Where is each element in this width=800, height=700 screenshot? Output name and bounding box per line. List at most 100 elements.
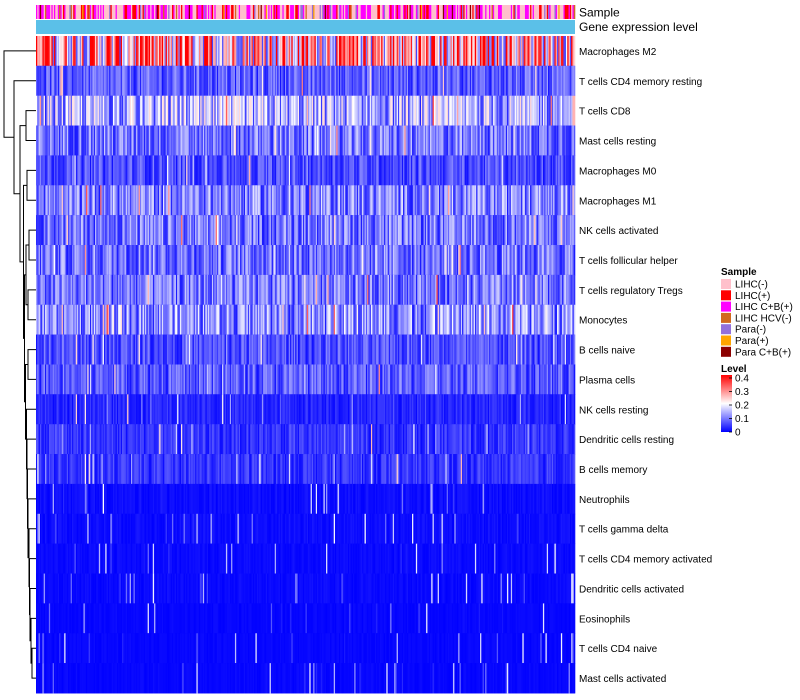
- heatmap-cell: [373, 155, 376, 186]
- heatmap-cell: [454, 155, 456, 186]
- heatmap-cell: [288, 274, 291, 306]
- heatmap-cell: [344, 304, 346, 336]
- heatmap-cell: [182, 274, 184, 306]
- heatmap-cell: [243, 65, 246, 97]
- heatmap-cell: [183, 155, 186, 186]
- heatmap-cell: [202, 155, 205, 186]
- sample-annotation-cell: [200, 5, 202, 19]
- heatmap-cell: [204, 185, 206, 216]
- heatmap-cell: [69, 155, 71, 186]
- heatmap-cell: [195, 65, 197, 97]
- sample-annotation-cell: [572, 5, 575, 19]
- sample-annotation-cell: [130, 5, 133, 19]
- heatmap-cell: [73, 155, 75, 186]
- heatmap-cell: [286, 95, 288, 126]
- heatmap-cell: [245, 155, 247, 186]
- heatmap-row: [36, 274, 576, 306]
- heatmap-cell: [514, 155, 517, 186]
- heatmap-cell: [136, 125, 138, 156]
- heatmap-cell: [514, 65, 517, 97]
- heatmap-cell: [468, 36, 471, 67]
- heatmap-cell: [369, 215, 372, 246]
- heatmap-cell: [344, 125, 346, 156]
- heatmap-cell: [338, 274, 341, 306]
- heatmap-cell: [323, 95, 326, 126]
- heatmap-cell: [346, 334, 349, 365]
- sample-annotation-cell: [160, 5, 163, 19]
- heatmap-cell: [282, 334, 284, 365]
- heatmap-cell: [347, 125, 350, 156]
- heatmap-cell: [206, 215, 209, 246]
- heatmap-cell: [86, 95, 88, 126]
- heatmap-cell: [453, 65, 455, 97]
- heatmap-cell: [423, 304, 426, 336]
- heatmap-cell: [514, 185, 517, 216]
- sample-annotation-cell: [247, 5, 250, 19]
- sample-annotation-cell: [151, 5, 154, 19]
- heatmap-cell: [336, 215, 338, 246]
- heatmap-cell: [302, 245, 305, 276]
- heatmap-cell: [409, 215, 412, 246]
- heatmap-cell: [356, 304, 359, 336]
- heatmap-cell: [77, 274, 79, 306]
- sample-annotation-cell: [486, 5, 489, 19]
- heatmap-cell: [186, 185, 188, 216]
- heatmap-cell: [172, 274, 174, 306]
- heatmap-cell: [205, 245, 207, 276]
- heatmap-cell: [370, 155, 373, 186]
- heatmap-cell: [69, 215, 71, 246]
- heatmap-cell: [473, 65, 476, 97]
- heatmap-cell: [121, 65, 124, 97]
- heatmap-cell: [65, 36, 68, 67]
- heatmap-cell: [383, 274, 386, 306]
- heatmap-cell: [328, 185, 331, 216]
- heatmap-cell: [123, 274, 125, 306]
- heatmap-cell: [172, 215, 174, 246]
- heatmap-cell: [510, 304, 513, 336]
- heatmap-cell: [172, 155, 174, 186]
- sample-annotation-cell: [195, 5, 197, 19]
- heatmap-cell: [264, 95, 267, 126]
- heatmap-cell: [350, 304, 352, 336]
- heatmap-cell: [68, 245, 70, 276]
- heatmap-cell: [55, 274, 57, 306]
- heatmap-cell: [564, 304, 567, 336]
- heatmap-cell: [386, 304, 388, 336]
- heatmap-cell: [364, 185, 367, 216]
- sample-annotation-cell: [125, 5, 128, 19]
- heatmap-cell: [485, 95, 487, 126]
- heatmap-cell: [496, 215, 499, 246]
- heatmap-cell: [74, 304, 77, 336]
- heatmap-cell: [368, 274, 370, 306]
- heatmap-cell: [270, 185, 273, 216]
- heatmap-cell: [272, 95, 274, 126]
- heatmap-cell: [401, 274, 404, 306]
- heatmap-cell: [361, 65, 364, 97]
- heatmap-cell: [232, 215, 234, 246]
- heatmap-cell: [323, 155, 326, 186]
- heatmap-cell: [515, 95, 518, 126]
- heatmap-cell: [263, 125, 265, 156]
- heatmap-cell: [311, 155, 314, 186]
- heatmap-cell: [482, 95, 485, 126]
- heatmap-cell: [278, 245, 281, 276]
- heatmap-cell: [569, 245, 572, 276]
- heatmap-cell: [419, 155, 422, 186]
- heatmap-cell: [567, 155, 569, 186]
- heatmap-cell: [524, 95, 527, 126]
- heatmap-cell: [269, 65, 272, 97]
- heatmap-cell: [175, 304, 178, 336]
- heatmap-cell: [57, 125, 60, 156]
- heatmap-cell: [87, 36, 89, 67]
- heatmap-cell: [495, 185, 498, 216]
- heatmap-cell: [314, 125, 317, 156]
- sample-annotation-cell: [240, 5, 242, 19]
- heatmap-cell: [116, 36, 119, 67]
- heatmap-cell: [243, 334, 246, 365]
- heatmap-cell: [255, 185, 258, 216]
- heatmap-cell: [100, 155, 102, 186]
- heatmap-cell: [101, 125, 104, 156]
- heatmap-cell: [435, 304, 437, 336]
- expression-track-label: Gene expression level: [579, 20, 698, 34]
- heatmap-cell: [109, 95, 111, 126]
